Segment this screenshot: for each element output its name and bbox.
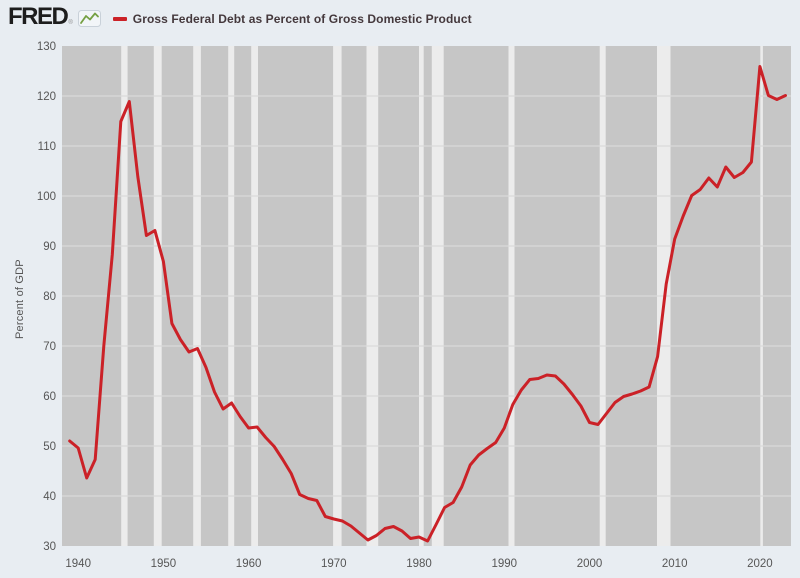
x-tick-label: 1990: [492, 558, 518, 570]
line-chart-icon: [77, 10, 101, 32]
y-tick-label: 70: [43, 341, 56, 353]
x-tick-label: 2000: [577, 558, 603, 570]
y-tick-label: 80: [43, 291, 56, 303]
series-legend-marker: [112, 17, 127, 21]
y-axis-title: Percent of GDP: [14, 259, 26, 339]
chart-header: FRED ® Gross Federal Debt as Percent of …: [8, 4, 472, 32]
y-tick-label: 40: [43, 491, 56, 503]
fred-logo-text: FRED: [8, 3, 69, 30]
x-tick-label: 2010: [662, 558, 688, 570]
registered-trademark-icon: ®: [68, 20, 73, 26]
y-tick-label: 130: [37, 41, 56, 53]
data-line: [68, 65, 787, 543]
y-tick-label: 120: [37, 91, 56, 103]
y-tick-label: 110: [38, 141, 56, 153]
y-tick-label: 50: [43, 441, 56, 453]
series-title: Gross Federal Debt as Percent of Gross D…: [132, 12, 472, 26]
x-tick-label: 1980: [406, 558, 432, 570]
y-tick-label: 100: [37, 191, 56, 203]
y-tick-label: 60: [43, 391, 56, 403]
y-tick-label: 30: [43, 541, 56, 553]
fred-logo: FRED ®: [8, 4, 101, 32]
x-tick-label: 2020: [747, 558, 773, 570]
x-tick-label: 1940: [65, 558, 91, 570]
x-tick-label: 1970: [321, 558, 347, 570]
x-tick-label: 1960: [236, 558, 262, 570]
y-tick-label: 90: [43, 241, 56, 253]
x-tick-label: 1950: [151, 558, 177, 570]
